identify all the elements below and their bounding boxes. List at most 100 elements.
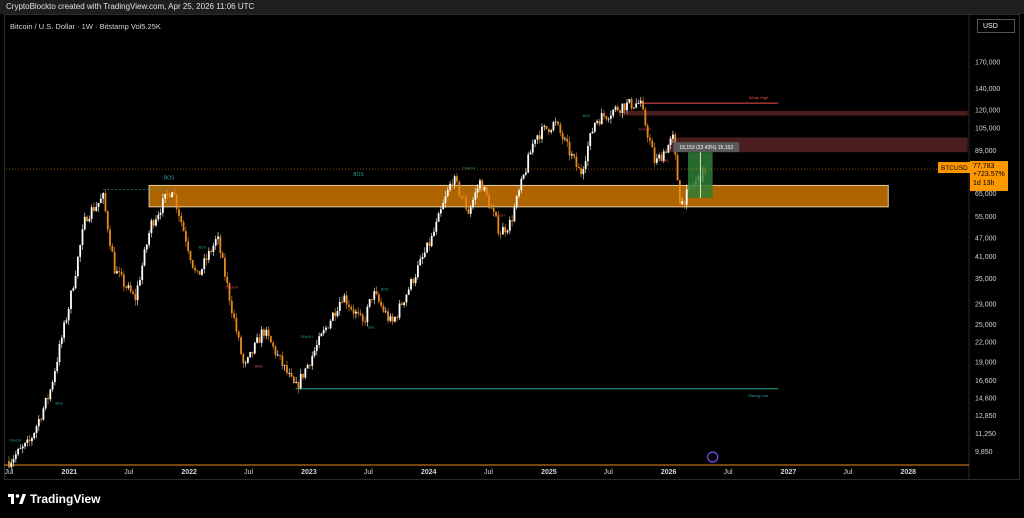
candle-bull (483, 186, 486, 191)
y-tick-label: 16,600 (975, 378, 997, 385)
candle-bear (371, 299, 373, 301)
y-tick-label: 55,000 (975, 214, 997, 221)
candle-bear (462, 197, 465, 199)
candle-bull (201, 269, 203, 275)
candle-bull (518, 190, 520, 197)
candle-bear (460, 195, 463, 198)
candle-bull (426, 242, 429, 253)
candle-bull (639, 100, 642, 104)
candle-bear (182, 222, 185, 232)
candle-bear (187, 241, 190, 252)
candle-bull (127, 285, 130, 288)
candle-bull (536, 135, 539, 140)
candle-bear (557, 121, 559, 125)
candle-bull (320, 333, 323, 337)
candle-bull (304, 368, 307, 378)
candle-bear (40, 419, 43, 420)
x-tick-label: Jul (124, 469, 133, 476)
candle-bear (125, 286, 128, 288)
candle-bull (338, 301, 341, 312)
candle-bear (47, 397, 49, 400)
candle-bear (290, 372, 293, 377)
candle-bull (19, 448, 22, 450)
annotation-bos: BOS (661, 159, 669, 163)
symbol-tag: BTCUSD (941, 165, 968, 172)
candle-bull (474, 192, 477, 200)
candle-bear (605, 116, 608, 119)
x-tick-label: Jul (724, 469, 733, 476)
candle-bull (83, 216, 86, 230)
candle-bull (159, 212, 162, 215)
candle-bull (150, 220, 153, 234)
measurement-label-box (673, 142, 740, 153)
candle-bear (364, 321, 366, 323)
candle-bull (513, 207, 516, 222)
candle-bear (538, 135, 541, 140)
candle-bear (267, 329, 270, 337)
candle-bear (481, 180, 484, 191)
x-tick-label: Jul (484, 469, 493, 476)
candle-bear (224, 257, 226, 277)
candle-bull (116, 271, 118, 274)
candle-bull (60, 337, 63, 344)
candle-bull (589, 133, 592, 147)
annotation-bos: BOS (381, 288, 389, 292)
candle-bear (168, 194, 171, 198)
candle-bull (246, 357, 249, 363)
candle-bull (423, 252, 426, 257)
candle-bear (465, 198, 468, 210)
candle-bull (384, 311, 387, 313)
candle-bull (414, 277, 417, 284)
y-tick-label: 25,000 (975, 322, 997, 329)
candle-bear (559, 124, 562, 133)
candle-bull (17, 448, 20, 455)
candle-bull (444, 196, 447, 204)
y-tick-label: 11,250 (975, 431, 996, 438)
candle-bull (596, 120, 599, 123)
candle-bear (598, 120, 601, 125)
candle-bull (515, 196, 518, 208)
candle-bear (458, 181, 461, 196)
candle-bull (655, 158, 658, 163)
candle-bear (240, 337, 242, 355)
candle-bull (419, 258, 422, 266)
candle-bull (311, 355, 314, 366)
candle-bull (164, 193, 167, 199)
candle-bull (313, 350, 316, 356)
candle-bull (256, 337, 258, 343)
candle-bull (550, 130, 553, 133)
candle-bull (398, 303, 401, 318)
x-tick-label: 2021 (62, 469, 78, 476)
y-tick-label: 47,000 (975, 235, 997, 242)
candle-bear (653, 147, 656, 163)
candle-bear (235, 317, 238, 332)
candle-bull (21, 446, 24, 449)
currency-button[interactable]: USD (977, 19, 1015, 33)
candle-bull (439, 209, 442, 214)
candles-group (8, 96, 706, 471)
candle-bear (568, 141, 571, 156)
candle-bull (143, 249, 146, 266)
candle-bull (669, 138, 672, 145)
candle-bull (584, 161, 587, 170)
annotation-ssl: SSL (368, 326, 375, 330)
candle-bull (403, 302, 406, 305)
candle-bull (12, 459, 15, 463)
candle-bull (591, 131, 594, 134)
candle-bull (610, 115, 612, 119)
candle-bull (449, 183, 451, 190)
candle-bull (612, 109, 615, 116)
candle-bull (35, 426, 38, 434)
candle-bull (332, 312, 334, 321)
candle-bear (660, 154, 663, 161)
candle-bear (375, 291, 378, 295)
y-tick-label: 29,000 (975, 301, 997, 308)
candle-bull (635, 103, 638, 108)
candle-bear (678, 180, 681, 205)
candle-bear (566, 138, 569, 142)
annotation-bos: BOS (583, 114, 591, 118)
candle-bull (97, 202, 100, 207)
candle-bull (322, 329, 325, 334)
candle-bear (189, 251, 192, 260)
